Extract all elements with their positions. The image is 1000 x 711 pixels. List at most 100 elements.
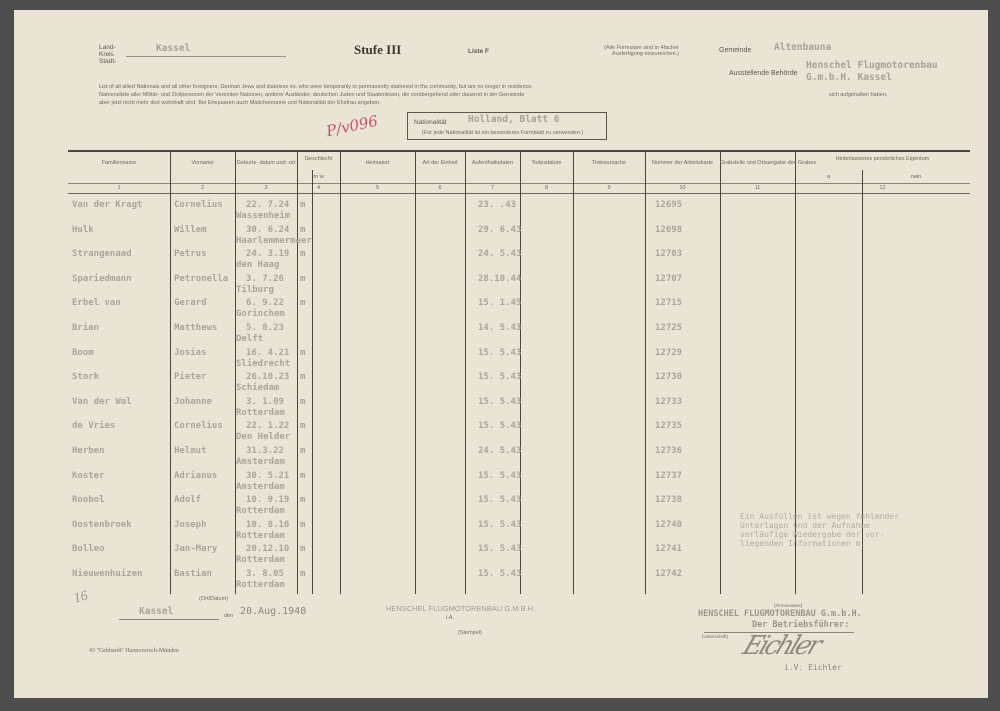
cell-vorname: Josias	[174, 347, 207, 358]
table-row: Erbel van Gerard 6. 9.22 Gorinchem m 15. 1.45…	[68, 298, 970, 323]
cell-nummer: 12698	[655, 224, 683, 235]
column-divider	[520, 150, 521, 594]
sub-column-divider	[862, 170, 863, 594]
cell-familienname: Spariedmann	[72, 273, 132, 284]
cell-datum: 15. 5.43	[478, 421, 522, 432]
cell-vorname: Cornelius	[174, 421, 223, 432]
signature-line	[704, 632, 854, 633]
cell-datum: 15. 5.43	[478, 519, 522, 530]
cell-geb-ort: Schiedam	[236, 383, 280, 394]
cell-geb-ort: Rotterdam	[236, 530, 285, 541]
cell-familienname: Strangenaad	[72, 249, 132, 260]
cell-nummer: 12729	[655, 347, 683, 358]
column-header: Aufenthaltsdaten	[471, 160, 514, 166]
cell-geb-datum: 6. 9.22	[246, 298, 284, 309]
signer-name: i.V. Eichler	[784, 663, 842, 672]
cell-familienname: Oostenbroek	[72, 519, 132, 530]
cell-nummer: 12730	[655, 372, 683, 383]
cell-geb-ort: Amsterdam	[236, 457, 285, 467]
table-row: Spariedmann Petronella 3. 7.26 Tilburg m 28.1…	[68, 274, 970, 299]
cell-datum: 15. 5.43	[478, 396, 522, 407]
cell-datum: 15. 5.43	[478, 495, 522, 506]
cell-familienname: de Vries	[72, 421, 116, 432]
ort-label: (Ort/Datum)	[199, 596, 229, 602]
den-label: den	[224, 613, 234, 619]
cell-vorname: Adolf	[174, 495, 202, 506]
cell-datum: 15. 5.43	[478, 470, 522, 481]
cell-geb-ort: Haarlemmermeer	[236, 235, 312, 246]
red-pencil-mark: P/v096	[324, 111, 380, 141]
ia-label: i.A.	[446, 615, 454, 621]
cell-geb-ort: Wassenheim	[236, 211, 291, 221]
cell-vorname: Cornelius	[174, 200, 223, 210]
cell-vorname: Gerard	[174, 298, 207, 309]
gemeinde-value: Altenbauna	[774, 42, 832, 53]
cell-nummer: 12740	[655, 519, 683, 530]
stempel-label: (Stempel)	[458, 630, 482, 636]
cell-nummer: 12725	[655, 323, 683, 333]
table-row: de Vries Cornelius 22. 1.22 Den Helder m 15. …	[68, 421, 970, 446]
cell-familienname: Koster	[72, 470, 105, 481]
cell-nummer: 12733	[655, 396, 683, 407]
behoerde-label: Ausstellende Behörde	[729, 70, 798, 77]
column-number: 7	[490, 185, 495, 191]
stamp-note-line: Unterlagen und der Aufnahme	[740, 521, 871, 530]
column-header: Todesdatum	[531, 160, 562, 166]
table-row: Boom Josias 16. 4.21 Sliedrecht m 15. 5.43 127…	[68, 348, 970, 373]
firma-label: (Firmenname)	[774, 603, 803, 608]
sub-column-divider	[312, 170, 313, 594]
cell-nummer: 12703	[655, 249, 683, 260]
cell-geb-datum: 31.3.22	[246, 446, 284, 456]
stamp-note: Ein Ausfüllen ist wegen fehlender Unterl…	[740, 512, 899, 548]
stamp-note-line: vorläufige Wiedergabe der vor-	[740, 530, 885, 539]
kreis-underline	[126, 56, 286, 57]
column-header: Grabstelle und Ortsangabe des Grabes	[720, 160, 817, 166]
column-header: Heimatort	[365, 160, 390, 166]
column-divider	[465, 150, 466, 594]
cell-geschlecht: m	[300, 544, 306, 555]
cell-geschlecht: m	[300, 396, 306, 407]
column-header: Vorname	[191, 160, 214, 166]
column-header: Geburts- datum und -ort	[236, 160, 296, 166]
column-subheader: nein	[910, 174, 922, 180]
cell-geb-ort: Rotterdam	[236, 506, 285, 517]
column-divider	[340, 150, 341, 594]
cell-datum: 29. 6.43	[478, 224, 522, 235]
cell-vorname: Helmut	[174, 446, 207, 456]
cell-geb-datum: 3. 8.05	[246, 569, 284, 579]
cell-datum: 23. .43	[478, 200, 516, 210]
column-number: 6	[438, 185, 442, 191]
cell-nummer: 12707	[655, 273, 683, 284]
column-subheader: m w	[313, 174, 324, 180]
cell-geb-datum: 26.10.23	[246, 372, 290, 383]
cell-familienname: Hulk	[72, 224, 94, 235]
nationality-note: (Für jede Nationalität ist ein besondere…	[422, 130, 584, 136]
cell-geb-datum: 20.12.10	[246, 544, 290, 555]
column-number: 3	[264, 185, 268, 191]
cell-datum: 15. 5.43	[478, 544, 522, 555]
document-page: Land- Kreis Stadt- Kassel Stufe III List…	[14, 10, 988, 698]
nationality-label: Nationalität	[414, 119, 447, 126]
stamp-note-line: liegenden Informationen m.	[740, 539, 866, 548]
cell-geb-ort: den Haag	[236, 260, 280, 271]
instruction-german-end: sich aufgehalten haben,	[829, 92, 888, 98]
column-number: 4	[316, 185, 321, 191]
nationality-box: Nationalität Holland, Blatt 6 (Für jede …	[407, 112, 607, 140]
column-header: Familienname	[101, 160, 137, 166]
cell-geb-ort: Tilburg	[236, 284, 274, 295]
cell-vorname: Bastian	[174, 569, 212, 579]
formular-note: (Alle Formulare sind in 4facher Ausferti…	[604, 45, 679, 57]
column-divider	[235, 150, 236, 594]
cell-geb-ort: Rotterdam	[236, 407, 285, 418]
cell-geschlecht: m	[300, 470, 306, 481]
table-row: Nieuwenhuizen Bastian 3. 8.05 Rotterdam m 15.…	[68, 569, 970, 594]
cell-geschlecht: m	[300, 519, 306, 530]
table-row: Stork Pieter 26.10.23 Schiedam m 15. 5.43 1273…	[68, 372, 970, 397]
deceased-foreigners-table: Familienname 1 Vorname 2 Geburts- datum und …	[68, 150, 970, 594]
behoerde-value-2: G.m.b.H. Kassel	[806, 72, 892, 83]
cell-nummer: 12695	[655, 200, 683, 210]
ort-value: Kassel	[139, 606, 174, 617]
cell-datum: 15. 1.45	[478, 298, 522, 309]
cell-geb-datum: 24. 3.19	[246, 249, 290, 260]
column-number: 11	[754, 185, 761, 191]
